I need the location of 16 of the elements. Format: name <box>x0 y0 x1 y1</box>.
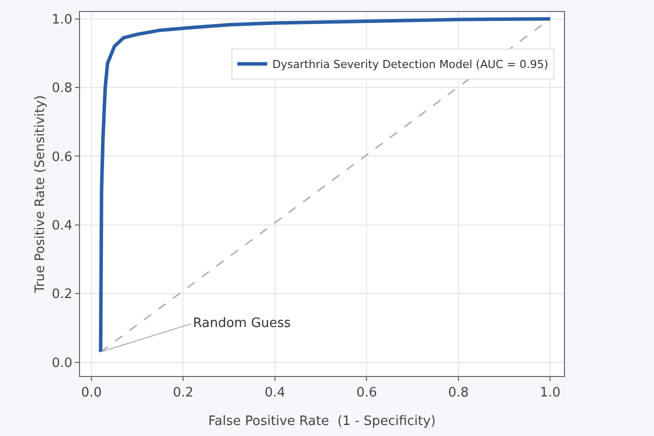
x-axis-title: False Positive Rate (1 - Specificity) <box>208 414 436 429</box>
legend-label: Dysarthria Severity Detection Model (AUC = 0.95) <box>272 58 548 72</box>
y-tick-label: 0.6 <box>52 150 72 165</box>
y-tick-label: 0.4 <box>52 218 72 234</box>
y-tick-label: 1.0 <box>52 12 72 28</box>
x-tick-label: 0.6 <box>356 386 378 401</box>
x-tick-label: 0.8 <box>448 386 469 401</box>
y-tick-label: 0.8 <box>52 81 72 96</box>
x-tick-label: 1.0 <box>540 386 561 401</box>
y-axis-title: True Positive Rate (Sensitivity) <box>33 95 48 294</box>
annotation: Random Guess <box>193 316 292 331</box>
x-tick-label: 0.2 <box>172 386 194 401</box>
x-tick-label: 0.4 <box>264 386 286 401</box>
x-tick-label: 0.0 <box>81 386 102 401</box>
y-tick-label: 0.2 <box>52 287 72 302</box>
y-tick-label: 0.0 <box>52 356 72 371</box>
